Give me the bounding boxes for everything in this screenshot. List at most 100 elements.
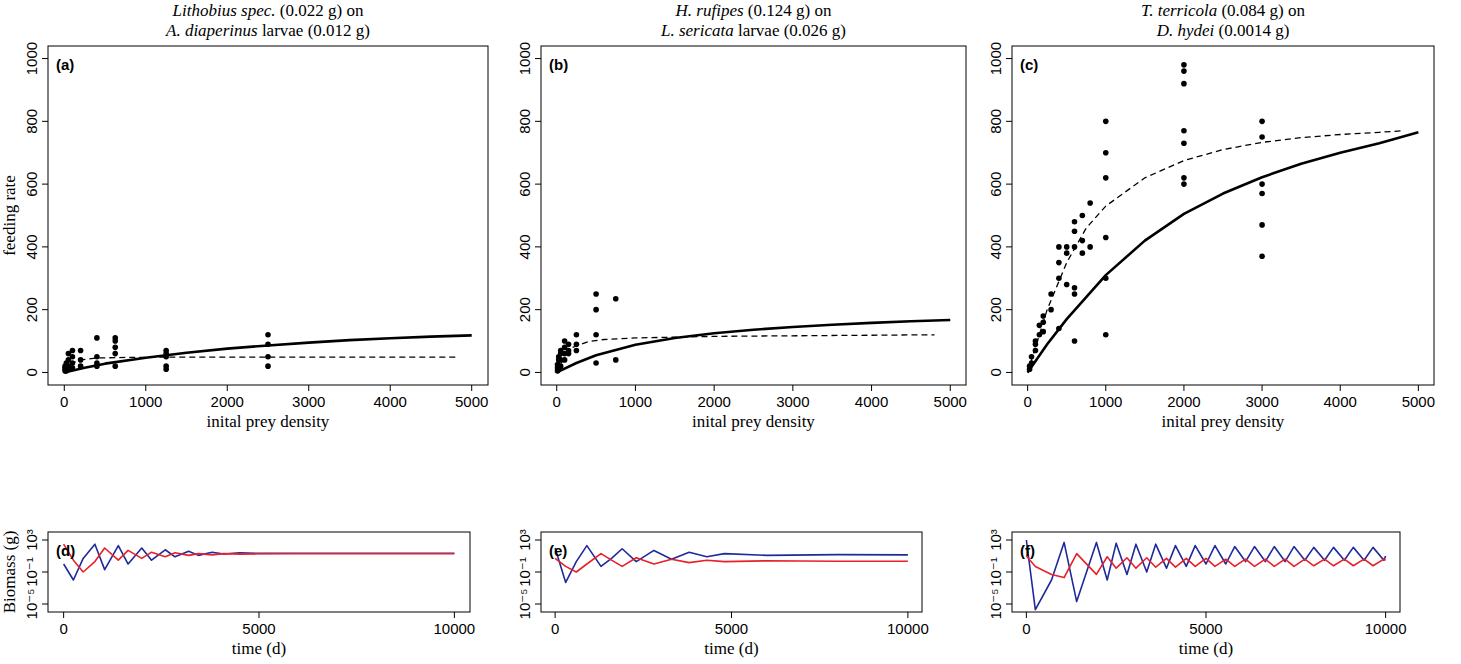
y-tick-label: 200 — [23, 297, 40, 322]
x-tick — [1026, 612, 1027, 618]
data-point — [1259, 181, 1265, 187]
title-plain: (0.0014 g) — [1214, 21, 1289, 40]
x-tick-label: 5000 — [455, 393, 488, 410]
x-tick-label: 4000 — [374, 393, 407, 410]
y-tick — [535, 604, 541, 605]
x-tick — [635, 385, 636, 391]
x-axis-title: inital prey density — [692, 412, 815, 431]
data-point — [1056, 260, 1062, 266]
marks — [64, 544, 455, 580]
data-point — [78, 348, 84, 354]
title-italic: D. hydei — [1156, 21, 1215, 40]
x-tick-label: 0 — [60, 393, 68, 410]
y-tick-label: 10³ — [987, 529, 1004, 551]
data-point — [265, 332, 271, 338]
y-tick — [42, 309, 48, 310]
x-tick-label: 0 — [553, 393, 561, 410]
data-point — [1064, 282, 1070, 288]
x-tick-label: 3000 — [1245, 393, 1278, 410]
data-point — [1064, 244, 1070, 250]
data-point — [265, 363, 271, 369]
y-tick — [535, 121, 541, 122]
y-tick — [535, 372, 541, 373]
data-point — [1181, 81, 1187, 87]
data-line — [1026, 540, 1385, 610]
panel-title: Lithobius spec. (0.022 g) onA. diaperinu… — [165, 1, 370, 40]
x-tick — [1418, 385, 1419, 391]
data-point — [112, 351, 118, 357]
plot-frame — [48, 46, 488, 385]
y-tick-label: 1000 — [516, 42, 533, 75]
x-tick-label: 2000 — [1167, 393, 1200, 410]
y-tick-label: 400 — [23, 234, 40, 259]
title-plain: (0.022 g) on — [276, 1, 364, 20]
data-line — [64, 544, 455, 580]
data-point — [1056, 244, 1062, 250]
x-axis-title: inital prey density — [207, 412, 330, 431]
x-tick — [792, 385, 793, 391]
x-tick-label: 0 — [59, 620, 67, 637]
x-axis-title: time (d) — [232, 639, 286, 658]
data-point — [574, 348, 580, 354]
y-tick — [42, 604, 48, 605]
data-point — [593, 332, 599, 338]
plot-frame — [541, 532, 922, 612]
data-point — [1072, 291, 1078, 297]
y-tick-label: 1000 — [23, 42, 40, 75]
panel: 01000200030004000500002004006008001000in… — [987, 1, 1435, 431]
x-tick — [1340, 385, 1341, 391]
y-tick-label: 0 — [23, 368, 40, 376]
panel-letter: (f) — [1020, 542, 1035, 559]
data-line — [64, 335, 471, 372]
title-plain: larvae (0.026 g) — [734, 21, 846, 40]
data-point — [1103, 150, 1109, 156]
panel-letter: (c) — [1020, 56, 1038, 73]
x-tick-label: 1000 — [619, 393, 652, 410]
y-tick — [42, 540, 48, 541]
data-line — [64, 544, 455, 572]
x-tick — [556, 385, 557, 391]
data-point — [1087, 200, 1093, 206]
data-line — [555, 554, 908, 572]
y-tick-label: 200 — [987, 297, 1004, 322]
data-point — [1259, 254, 1265, 260]
data-point — [1103, 235, 1109, 241]
title-italic: L. sericata — [660, 21, 734, 40]
y-tick-label: 1000 — [987, 42, 1004, 75]
plot-frame — [48, 532, 470, 612]
x-tick-label: 2000 — [211, 393, 244, 410]
panel-letter: (a) — [56, 56, 74, 73]
plot-frame — [1012, 532, 1400, 612]
data-line — [64, 357, 455, 372]
x-tick — [454, 612, 455, 618]
data-point — [112, 363, 118, 369]
x-tick — [1027, 385, 1028, 391]
x-tick-label: 10000 — [434, 620, 476, 637]
y-tick — [42, 58, 48, 59]
y-tick — [535, 184, 541, 185]
y-tick-label: 10⁻¹ — [987, 557, 1004, 587]
y-tick-label: 10³ — [516, 529, 533, 551]
data-point — [1181, 62, 1187, 68]
y-tick-label: 10⁻⁵ — [23, 589, 40, 620]
data-point — [1072, 338, 1078, 344]
x-tick-label: 5000 — [715, 620, 748, 637]
panel-title: T. terricola (0.084 g) onD. hydei (0.001… — [1141, 1, 1306, 40]
panel: 050001000010³10⁻¹10⁻⁵time (d)Biomass (g)… — [0, 529, 475, 658]
panel: 01000200030004000500002004006008001000in… — [0, 1, 488, 431]
x-tick — [950, 385, 951, 391]
panel-letter: (e) — [549, 542, 567, 559]
x-tick-label: 3000 — [776, 393, 809, 410]
y-tick-label: 200 — [516, 297, 533, 322]
panel: 050001000010³10⁻¹10⁻⁵time (d)(e) — [516, 529, 929, 658]
y-axis-title: Biomass (g) — [0, 531, 19, 614]
x-tick — [555, 612, 556, 618]
x-tick — [731, 612, 732, 618]
data-point — [1048, 307, 1054, 313]
y-tick — [1006, 540, 1012, 541]
y-tick-label: 10³ — [23, 529, 40, 551]
data-line — [557, 320, 951, 372]
data-point — [1080, 213, 1086, 219]
x-tick-label: 10000 — [1365, 620, 1407, 637]
y-tick — [1006, 372, 1012, 373]
